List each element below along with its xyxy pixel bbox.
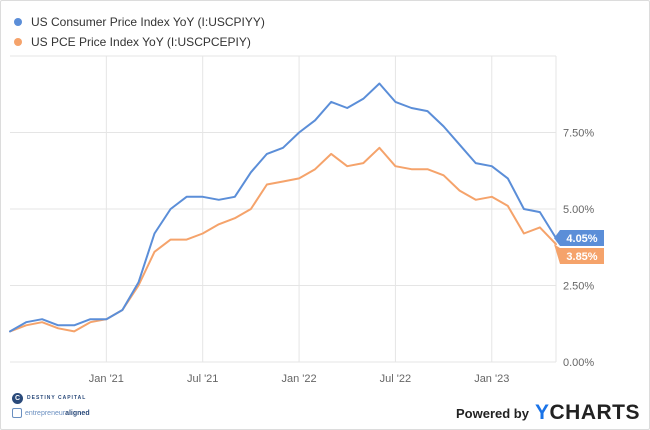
series-line-pce — [9, 146, 557, 333]
entrepreneur-aligned-text-b: aligned — [65, 409, 90, 417]
destiny-capital-text: DESTINY CAPITAL — [27, 395, 87, 401]
legend-swatch-cpi — [14, 18, 22, 26]
x-tick-label: Jan '23 — [474, 373, 509, 385]
entrepreneur-aligned-text: entrepreneuraligned — [25, 410, 90, 417]
ycharts-logo-y: Y — [534, 401, 550, 424]
end-value-label-cpi: 4.05% — [566, 233, 597, 245]
x-tick-label: Jul '21 — [187, 373, 218, 385]
ycharts-logo: YCHARTS — [535, 401, 640, 425]
legend-item-cpi[interactable]: US Consumer Price Index YoY (I:USCPIYY) — [14, 12, 265, 32]
end-value-tag-cpi — [554, 230, 604, 246]
end-value-label-pce: 3.85% — [566, 251, 597, 263]
series-line-cpi — [9, 82, 557, 333]
y-tick-label: 2.50% — [563, 281, 594, 293]
legend-swatch-pce — [14, 38, 22, 46]
x-tick-label: Jan '21 — [89, 373, 124, 385]
entrepreneur-aligned-logo: entrepreneuraligned — [12, 406, 90, 420]
legend: US Consumer Price Index YoY (I:USCPIYY) … — [14, 12, 265, 52]
sponsor-logos: C DESTINY CAPITAL entrepreneuraligned — [12, 391, 90, 420]
end-value-tag-pce — [554, 244, 604, 264]
legend-label-cpi: US Consumer Price Index YoY (I:USCPIYY) — [31, 15, 265, 29]
y-tick-label: 7.50% — [563, 128, 594, 140]
y-tick-label: 0.00% — [563, 357, 594, 369]
legend-label-pce: US PCE Price Index YoY (I:USCPCEPIY) — [31, 35, 251, 49]
destiny-capital-logo: C DESTINY CAPITAL — [12, 391, 90, 405]
entrepreneur-aligned-text-a: entrepreneur — [25, 409, 66, 417]
y-tick-label: 5.00% — [563, 204, 594, 216]
powered-by-ycharts[interactable]: Powered by YCHARTS — [456, 401, 640, 425]
x-tick-label: Jan '22 — [281, 373, 316, 385]
powered-by-label: Powered by — [456, 405, 529, 421]
destiny-capital-icon: C — [12, 392, 23, 404]
legend-item-pce[interactable]: US PCE Price Index YoY (I:USCPCEPIY) — [14, 32, 265, 52]
entrepreneur-aligned-icon — [12, 408, 22, 418]
x-tick-label: Jul '22 — [380, 373, 411, 385]
ycharts-logo-rest: CHARTS — [549, 401, 640, 424]
